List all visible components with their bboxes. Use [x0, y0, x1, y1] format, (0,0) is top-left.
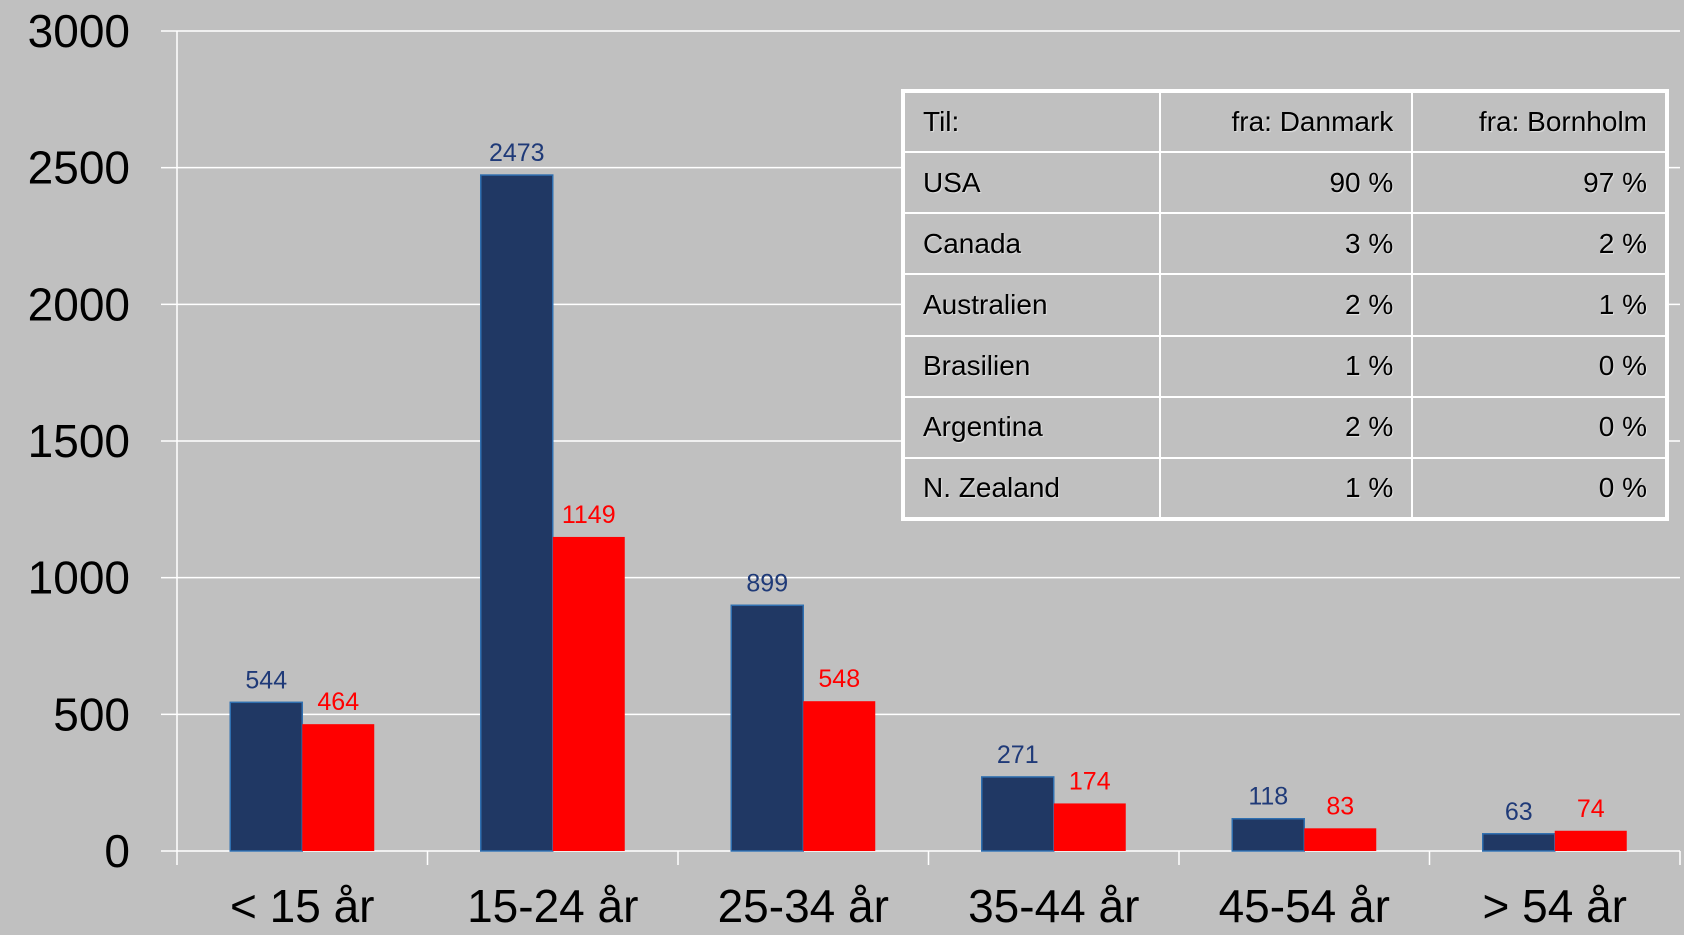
data-label: 899 — [746, 569, 788, 597]
bar — [1304, 828, 1377, 851]
x-tick-label: < 15 år — [230, 880, 375, 930]
data-label: 464 — [317, 688, 359, 716]
table-cell: Australien — [902, 273, 1161, 337]
table-cell: 97 % — [1411, 151, 1668, 215]
table-cell: 1 % — [1158, 456, 1414, 521]
y-tick-label: 2500 — [28, 142, 130, 194]
x-tick-label: 15-24 år — [467, 880, 638, 930]
table-row: Brasilien 1 % 0 % — [902, 334, 1668, 398]
data-label: 544 — [245, 666, 287, 694]
data-label: 2473 — [489, 139, 545, 167]
bar — [229, 701, 303, 852]
data-label: 174 — [1069, 767, 1111, 795]
axes: 0 500 1000 1500 2000 2500 3000 < 15 år 15-24 år 2… — [28, 5, 1681, 932]
table-row: USA 90 % 97 % — [902, 151, 1668, 215]
x-tick-label: 45-54 år — [1219, 880, 1390, 930]
table-cell: 2 % — [1411, 212, 1668, 276]
x-tick-label: 25-34 år — [718, 880, 889, 930]
data-label: 74 — [1577, 795, 1605, 823]
data-label: 271 — [997, 741, 1039, 769]
data-label: 118 — [1248, 783, 1288, 811]
table-row: N. Zealand 1 % 0 % — [902, 456, 1668, 521]
table-cell: 90 % — [1158, 151, 1414, 215]
table-cell: 0 % — [1411, 456, 1668, 521]
data-label: 83 — [1326, 792, 1354, 820]
bar — [1053, 803, 1126, 851]
data-label: 548 — [818, 665, 860, 693]
bar — [803, 701, 876, 851]
table-row: Australien 2 % 1 % — [902, 273, 1668, 337]
y-tick-label: 500 — [53, 688, 130, 740]
table-cell: 0 % — [1411, 395, 1668, 459]
table-cell: 0 % — [1411, 334, 1668, 398]
y-tick-label: 3000 — [28, 5, 130, 57]
x-tick-label: 35-44 år — [968, 880, 1139, 930]
table-cell: 2 % — [1158, 273, 1414, 337]
table-cell: Canada — [902, 212, 1161, 276]
bar — [1231, 817, 1305, 852]
emigration-destination-table: Til: fra: Danmark fra: Bornholm USA 90 %… — [901, 89, 1669, 521]
table-cell: Brasilien — [902, 334, 1161, 398]
table-header-cell: fra: Danmark — [1158, 89, 1414, 154]
bars — [229, 174, 1627, 852]
y-tick-label: 1500 — [28, 415, 130, 467]
y-tick-label: 0 — [104, 825, 130, 877]
bar — [730, 604, 804, 852]
x-tick-label: > 54 år — [1483, 880, 1628, 930]
bar — [552, 536, 625, 851]
data-labels: 544 2473 899 271 118 63 464 1149 548 174 83 74 — [245, 139, 1604, 826]
bar — [1482, 833, 1556, 852]
bar — [302, 724, 375, 851]
table-cell: 3 % — [1158, 212, 1414, 276]
table-row: Argentina 2 % 0 % — [902, 395, 1668, 459]
table-header-cell: Til: — [902, 89, 1161, 154]
table-cell: 2 % — [1158, 395, 1414, 459]
table-header-cell: fra: Bornholm — [1411, 89, 1668, 154]
table-cell: Argentina — [902, 395, 1161, 459]
data-label: 1149 — [562, 501, 616, 529]
bar — [480, 174, 554, 852]
table-header-row: Til: fra: Danmark fra: Bornholm — [902, 89, 1668, 154]
table-cell: USA — [902, 151, 1161, 215]
table-row: Canada 3 % 2 % — [902, 212, 1668, 276]
table-cell: N. Zealand — [902, 456, 1161, 521]
bar — [981, 776, 1055, 852]
table-cell: 1 % — [1158, 334, 1414, 398]
y-tick-label: 1000 — [28, 552, 130, 604]
data-label: 63 — [1505, 798, 1533, 826]
bar — [1554, 830, 1627, 851]
y-tick-label: 2000 — [28, 278, 130, 330]
table-cell: 1 % — [1411, 273, 1668, 337]
